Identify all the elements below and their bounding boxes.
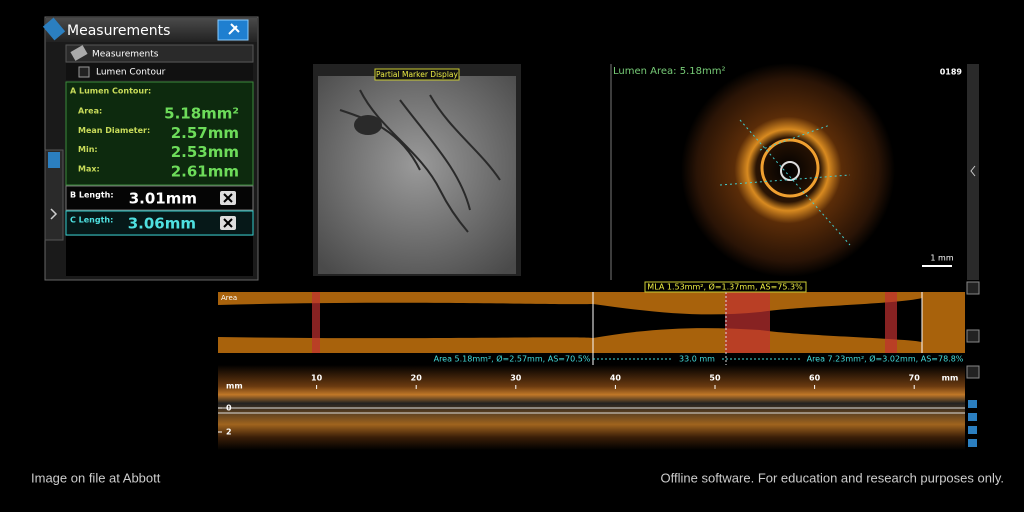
measurements-panel: Measurements Measurements Lumen Contour … xyxy=(42,16,259,281)
depth-label: 2 xyxy=(226,428,232,437)
unit-label: mm xyxy=(226,382,243,391)
lumen-shape xyxy=(218,298,922,342)
oct-image xyxy=(681,63,895,277)
pin-icon xyxy=(228,23,240,35)
profile-label: Area xyxy=(221,294,237,302)
row-label: Max: xyxy=(78,164,100,173)
chevron xyxy=(50,208,58,220)
frame-number: 0189 xyxy=(940,68,963,77)
close-button[interactable] xyxy=(966,365,980,379)
length-label: 33.0 mm xyxy=(679,355,715,364)
section-row[interactable] xyxy=(65,44,254,63)
row-value: 2.53mm xyxy=(171,143,239,161)
tick-label: 40 xyxy=(610,374,622,383)
row-value: 2.61mm xyxy=(171,162,239,180)
left-reference: Area 5.18mm², Ø=2.57mm, AS=70.5% xyxy=(434,354,591,364)
lumen-profile: MLA 1.53mm², Ø=1.37mm, AS=75.3% Area Are… xyxy=(218,281,980,450)
marker-label-box xyxy=(374,68,460,81)
delete-icon xyxy=(223,218,233,228)
row-label: Area: xyxy=(78,107,102,116)
nav-button[interactable] xyxy=(968,400,977,408)
nav-button[interactable] xyxy=(968,413,977,421)
b-length-label: B Length: xyxy=(70,191,114,200)
lumen-contour-label: Lumen Contour xyxy=(96,68,166,78)
footer-right: Offline software. For education and rese… xyxy=(661,470,1004,485)
lumen-contour-box xyxy=(65,81,254,186)
lumen-ring xyxy=(760,138,820,198)
unit-label: mm xyxy=(942,374,959,383)
mla-band xyxy=(725,292,770,353)
section-label: Measurements xyxy=(92,50,159,60)
vessels xyxy=(339,89,501,233)
chevron xyxy=(970,165,976,177)
empty-area xyxy=(66,236,253,276)
marker-label: Partial Marker Display xyxy=(376,70,458,79)
marker-band xyxy=(312,292,320,353)
tick-label: 20 xyxy=(411,374,423,383)
lumen-contour-row xyxy=(66,63,253,80)
angiogram: Partial Marker Display xyxy=(313,64,521,276)
row-value: 5.18mm² xyxy=(164,105,239,123)
checkbox[interactable] xyxy=(78,66,90,78)
toggle-button[interactable] xyxy=(966,329,980,343)
lumen-area: Lumen Area: 5.18mm² xyxy=(613,66,725,77)
row-value: 2.57mm xyxy=(171,124,239,142)
panel-title: Measurements xyxy=(67,23,170,39)
ruler-icon xyxy=(70,45,88,61)
scale-label: 1 mm xyxy=(930,254,953,263)
nav-button[interactable] xyxy=(968,439,977,447)
c-length-value: 3.06mm xyxy=(128,215,196,233)
tick-label: 50 xyxy=(709,374,721,383)
row-label: Min: xyxy=(78,145,98,154)
depth-label: 0 xyxy=(226,404,232,413)
side-tab[interactable] xyxy=(44,149,64,241)
mla-box xyxy=(644,281,807,293)
footer-left: Image on file at Abbott xyxy=(31,470,161,485)
scrollbar[interactable] xyxy=(967,64,979,280)
contour-rows: Area: 5.18mm² Mean Diameter: 2.57mm Min: 2.53… xyxy=(78,105,239,181)
close-button[interactable] xyxy=(966,281,980,295)
row-label: Mean Diameter: xyxy=(78,126,150,135)
angio-image xyxy=(318,76,516,274)
tick-label: 10 xyxy=(311,374,323,383)
measure-lines xyxy=(719,119,851,246)
longitudinal-view: mm mm 10 20 30 40 50 60 70 0 2 xyxy=(218,365,980,450)
right-reference: Area 7.23mm², Ø=3.02mm, AS=78.8% xyxy=(807,354,964,364)
marker-band xyxy=(885,292,897,353)
b-length-value: 3.01mm xyxy=(129,190,197,208)
nav-button[interactable] xyxy=(968,426,977,434)
contour-heading: A Lumen Contour: xyxy=(70,87,151,96)
c-length-label: C Length: xyxy=(70,216,113,225)
mla-label: MLA 1.53mm², Ø=1.37mm, AS=75.3% xyxy=(647,282,803,292)
tick-label: 30 xyxy=(510,374,522,383)
delete-icon xyxy=(223,193,233,203)
catheter xyxy=(354,115,382,135)
tab-icon xyxy=(48,152,60,168)
cross-section: Lumen Area: 5.18mm² 0189 1 mm xyxy=(610,63,979,280)
tick-label: 60 xyxy=(809,374,821,383)
ruler-icon xyxy=(42,17,66,41)
tick-label: 70 xyxy=(909,374,921,383)
